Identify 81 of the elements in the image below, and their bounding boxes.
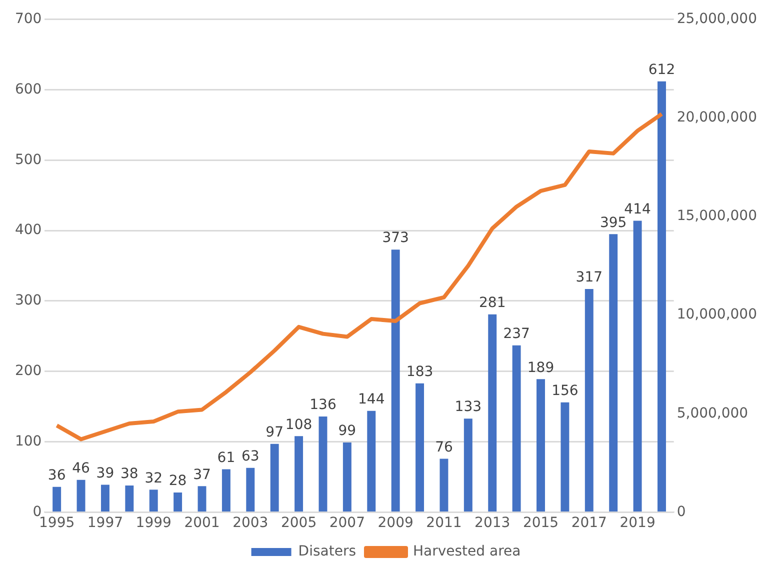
y-tick-label: 400	[14, 222, 42, 238]
bar	[658, 81, 666, 512]
legend-label: Disaters	[298, 544, 356, 560]
y2-tick-label: 10,000,000	[676, 306, 758, 323]
data-label: 317	[576, 270, 603, 286]
x-tick-label: 2009	[378, 515, 414, 532]
bar	[125, 485, 134, 512]
bar	[560, 402, 570, 512]
data-label: 156	[552, 383, 578, 400]
data-label: 38	[120, 466, 138, 482]
data-label: 133	[454, 399, 482, 416]
y-tick-label: 200	[14, 363, 42, 380]
bar	[246, 468, 255, 512]
data-label: 63	[241, 448, 260, 464]
data-label: 183	[406, 364, 434, 380]
bar	[488, 314, 497, 512]
data-label: 414	[624, 201, 651, 218]
bar	[52, 486, 62, 512]
data-label: 144	[358, 391, 385, 408]
data-label: 36	[48, 467, 66, 484]
data-label: 136	[310, 397, 336, 414]
bar	[342, 442, 352, 512]
bar	[633, 220, 642, 512]
data-label: 61	[217, 450, 236, 466]
bar	[270, 444, 279, 512]
bar	[174, 492, 182, 512]
data-label: 32	[144, 470, 163, 486]
x-tick-label: 2007	[329, 515, 366, 532]
x-tick-label: 2015	[522, 515, 559, 532]
y-tick-label: 100	[14, 433, 42, 450]
data-label: 97	[266, 424, 284, 441]
bar	[294, 436, 304, 512]
y2-tick-label: 0	[676, 504, 686, 520]
data-label: 76	[435, 439, 453, 456]
data-label: 189	[527, 360, 554, 376]
bar	[536, 379, 545, 512]
bar	[100, 484, 110, 512]
y2-tick-label: 20,000,000	[676, 110, 758, 126]
bar	[318, 416, 328, 512]
bar	[222, 469, 230, 512]
bar	[76, 480, 86, 512]
legend-label: Harvested area	[412, 544, 521, 560]
data-label: 373	[382, 230, 409, 246]
x-tick-label: 1995	[39, 515, 75, 532]
bar	[609, 234, 618, 512]
data-label: 28	[168, 473, 187, 490]
bar	[512, 345, 521, 512]
bar	[391, 250, 400, 512]
y-tick-label: 300	[14, 292, 42, 309]
x-tick-label: 2001	[184, 515, 220, 532]
data-label: 37	[193, 466, 211, 483]
data-label: 237	[503, 326, 530, 342]
x-tick-label: 2003	[232, 515, 268, 532]
data-label: 39	[96, 465, 114, 482]
data-label: 46	[72, 460, 90, 476]
y2-tick-label: 5,000,000	[676, 405, 748, 422]
bar	[584, 289, 594, 512]
x-tick-label: 2005	[280, 515, 317, 532]
y-tick-label: 0	[32, 504, 42, 520]
x-tick-label: 2019	[620, 515, 656, 532]
y2-tick-label: 25,000,000	[676, 11, 758, 28]
data-label: 99	[338, 423, 356, 440]
x-tick-label: 2011	[426, 515, 462, 532]
data-label: 395	[600, 214, 627, 231]
x-tick-label: 1999	[136, 515, 172, 532]
bar	[464, 418, 472, 512]
data-label: 108	[285, 416, 312, 433]
bar	[416, 383, 424, 512]
data-label: 612	[648, 62, 676, 78]
y-tick-label: 500	[14, 152, 42, 168]
y-tick-label: 600	[14, 81, 42, 98]
bar	[149, 490, 158, 512]
bar	[367, 410, 376, 512]
x-tick-label: 2013	[474, 515, 510, 532]
bar	[440, 458, 448, 512]
bar	[198, 486, 206, 512]
y-tick-label: 700	[14, 11, 42, 28]
y2-tick-label: 15,000,000	[676, 208, 758, 224]
x-tick-label: 2017	[571, 515, 607, 532]
x-tick-label: 1997	[87, 515, 124, 532]
data-label: 281	[479, 295, 506, 312]
